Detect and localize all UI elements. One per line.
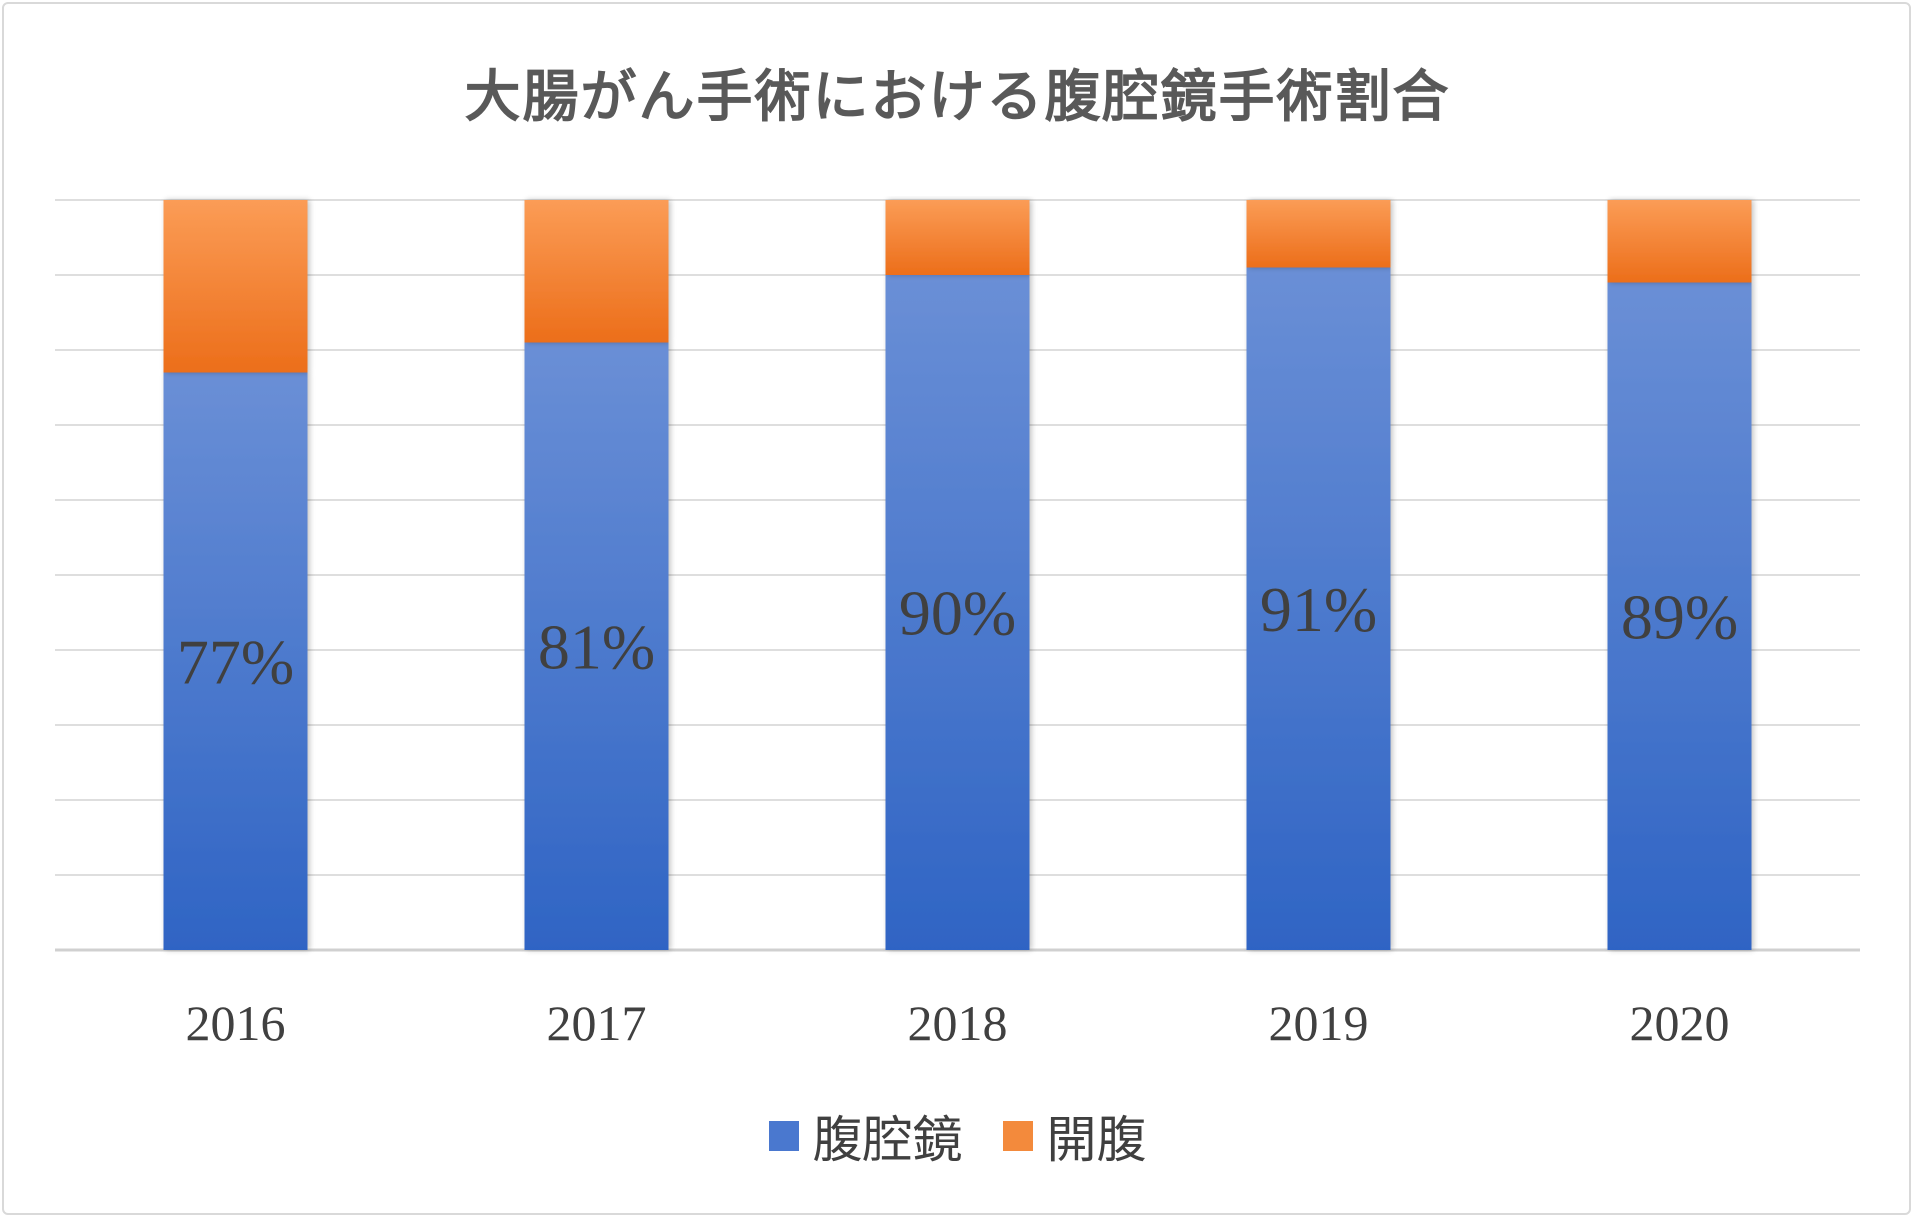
legend-item-laparoscopic: 腹腔鏡 (768, 1100, 963, 1172)
legend: 腹腔鏡 開腹 (0, 1100, 1915, 1172)
bar-open-2020 (1607, 200, 1752, 283)
bar-laparoscopic-2018 (885, 275, 1030, 950)
legend-swatch-laparoscopic (768, 1121, 799, 1151)
bar-open-2019 (1246, 200, 1391, 268)
legend-label-laparoscopic: 腹腔鏡 (812, 1111, 963, 1169)
x-tick-label-2016: 2016 (186, 995, 286, 1051)
chart-title: 大腸がん手術における腹腔鏡手術割合 (464, 65, 1451, 130)
bar-open-2016 (163, 200, 308, 373)
bar-laparoscopic-2017 (524, 342, 669, 950)
x-tick-label-2018: 2018 (908, 995, 1008, 1051)
data-label-laparoscopic-2019: 91% (1260, 574, 1377, 645)
data-label-laparoscopic-2018: 90% (899, 578, 1016, 649)
bar-laparoscopic-2019 (1246, 267, 1391, 950)
bar-open-2018 (885, 200, 1030, 275)
legend-label-open: 開腹 (1046, 1111, 1147, 1169)
data-label-laparoscopic-2020: 89% (1621, 581, 1738, 652)
bar-laparoscopic-2020 (1607, 282, 1752, 950)
bar-laparoscopic-2016 (163, 372, 308, 950)
data-label-laparoscopic-2016: 77% (177, 626, 294, 697)
x-tick-label-2019: 2019 (1269, 995, 1369, 1051)
legend-swatch-open (1002, 1121, 1033, 1151)
x-tick-label-2020: 2020 (1630, 995, 1730, 1051)
bar-open-2017 (524, 200, 669, 343)
legend-item-open: 開腹 (1002, 1100, 1147, 1172)
data-label-laparoscopic-2017: 81% (538, 611, 655, 682)
x-tick-label-2017: 2017 (547, 995, 647, 1051)
